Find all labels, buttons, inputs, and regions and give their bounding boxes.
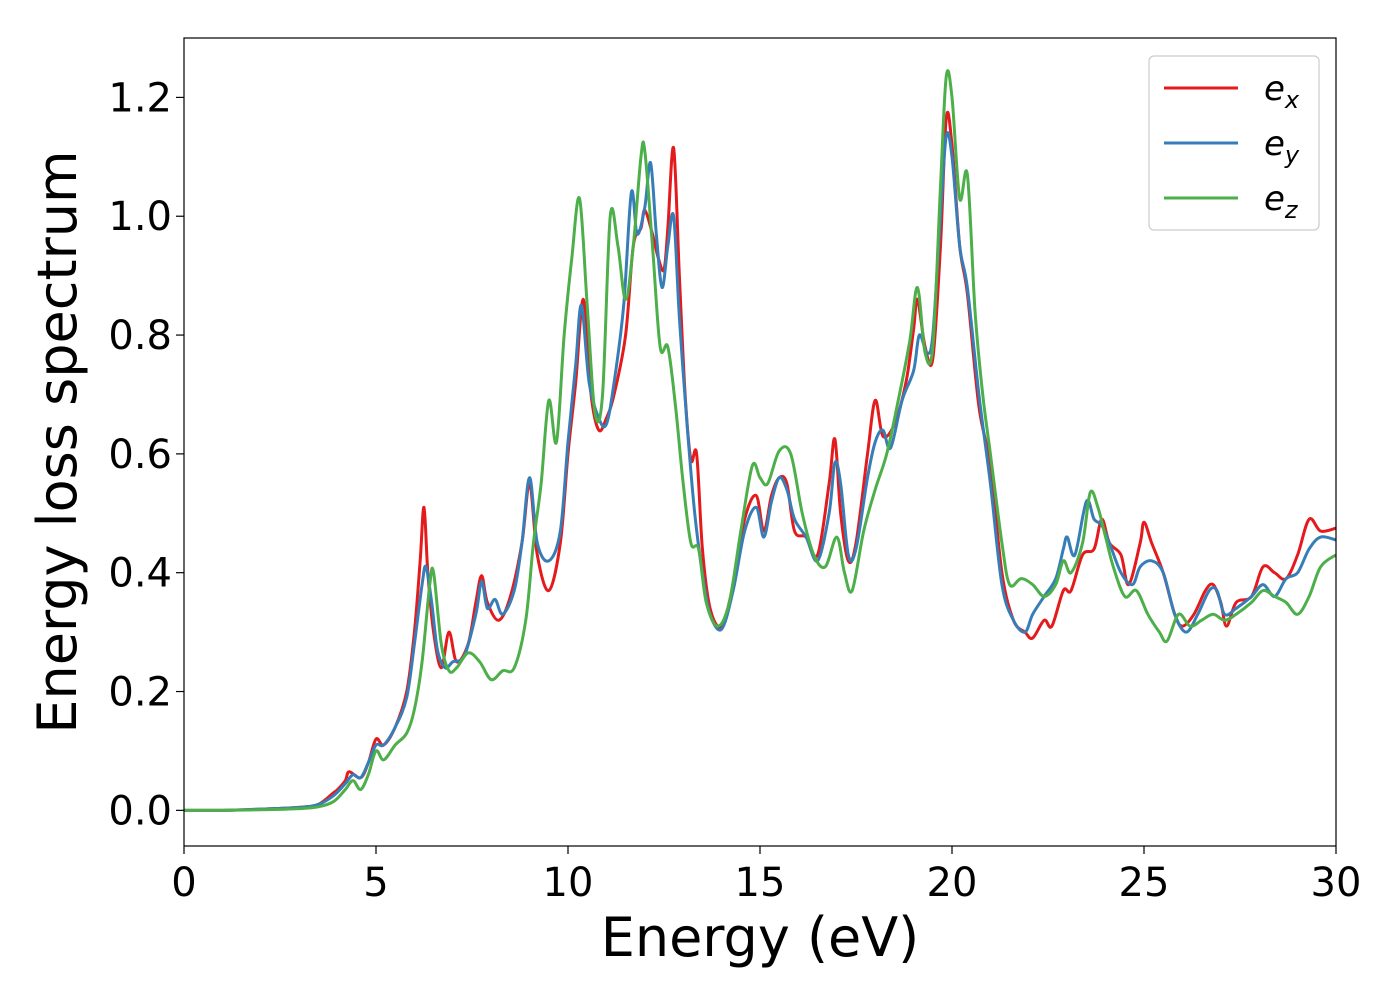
series-layer: [184, 69, 1336, 812]
y-axis-ticks: 0.0 0.2 0.4 0.6 0.8 1.0 1.2: [108, 75, 184, 834]
legend-label-x: ex: [1264, 69, 1300, 114]
x-axis-label: Energy (eV): [601, 906, 920, 969]
x-tick-label: 5: [363, 860, 388, 906]
y-tick-label: 0.8: [108, 313, 172, 359]
x-tick-label: 0: [171, 860, 196, 906]
y-tick-label: 1.0: [108, 194, 172, 240]
series-line-z: [184, 69, 1336, 812]
y-tick-label: 0.4: [108, 551, 172, 597]
x-tick-label: 20: [927, 860, 978, 906]
series-line-y: [184, 131, 1336, 812]
legend: ex ey ez: [1148, 55, 1320, 231]
y-tick-label: 1.2: [108, 75, 172, 121]
y-tick-label: 0.6: [108, 432, 172, 478]
series-line-x: [184, 110, 1336, 812]
x-tick-label: 30: [1311, 860, 1362, 906]
legend-label-y: ey: [1264, 124, 1300, 169]
y-tick-label: 0.0: [108, 788, 172, 834]
y-tick-label: 0.2: [108, 670, 172, 716]
x-axis-ticks: 0 5 10 15 20 25 30: [171, 846, 1361, 906]
x-tick-label: 10: [543, 860, 594, 906]
y-axis-label: Energy loss spectrum: [26, 150, 89, 733]
x-tick-label: 15: [735, 860, 786, 906]
plot-background: [184, 38, 1336, 846]
legend-label-z: ez: [1264, 179, 1299, 224]
x-tick-label: 25: [1119, 860, 1170, 906]
